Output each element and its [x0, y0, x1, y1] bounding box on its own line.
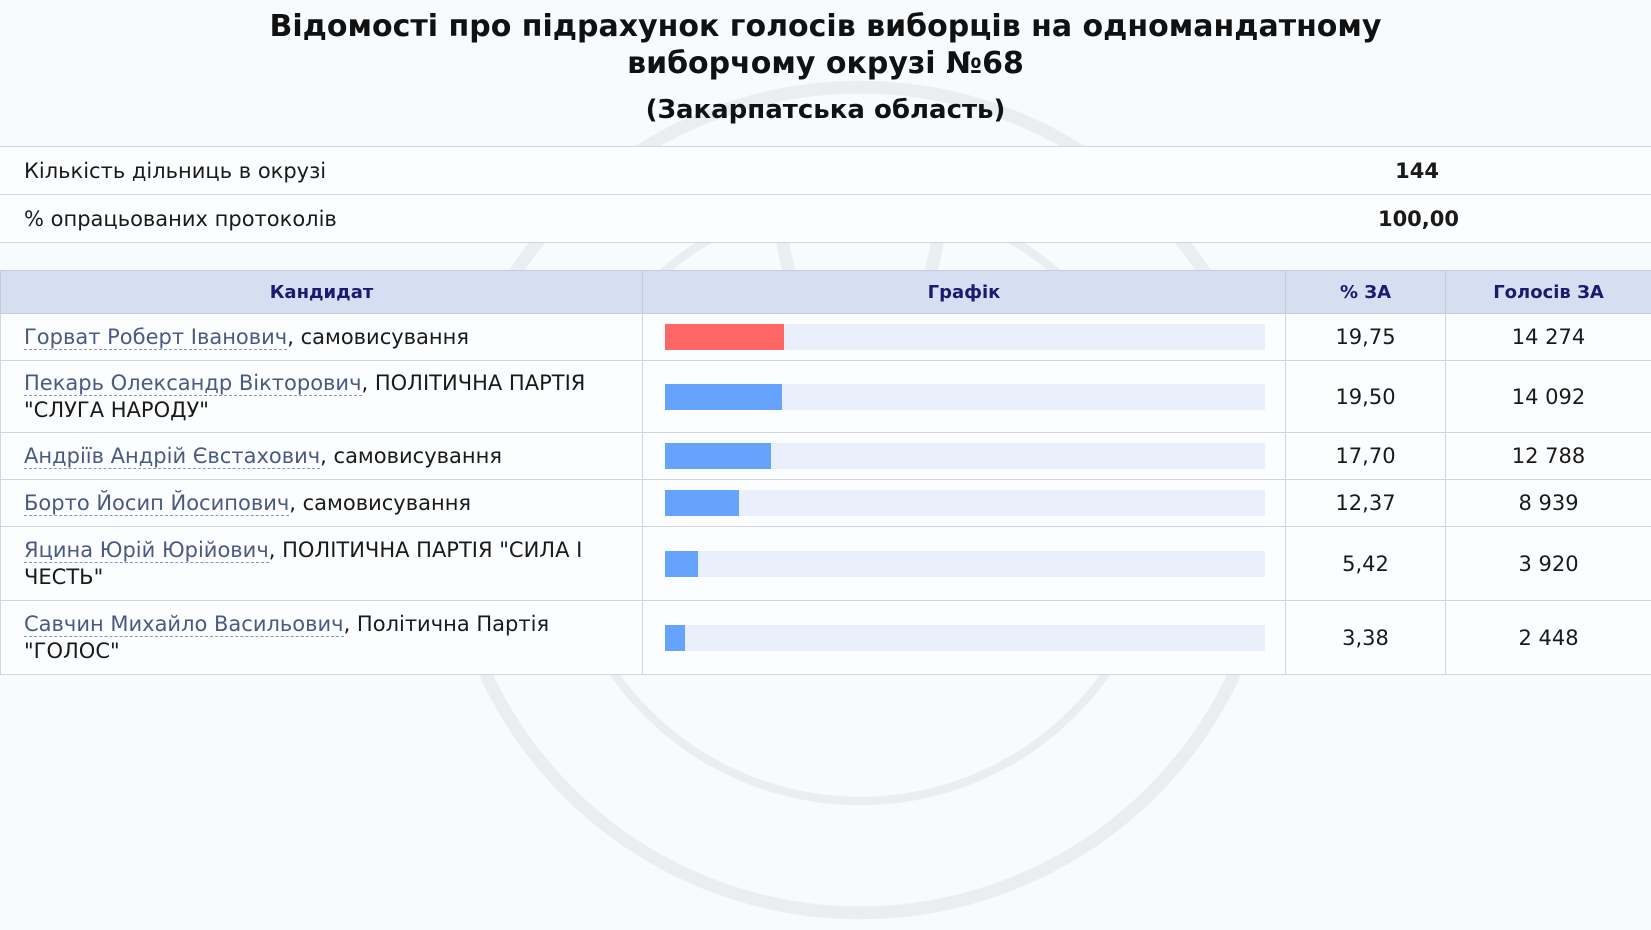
results-header-row: Кандидат Графік % ЗА Голосів ЗА	[1, 271, 1651, 314]
candidate-cell: Савчин Михайло Васильович, Політична Пар…	[1, 601, 643, 675]
bar-track	[665, 384, 1265, 410]
vote-share-bar	[665, 625, 685, 651]
stations-value: 144	[912, 147, 1651, 195]
bar-track	[665, 625, 1265, 651]
candidate-cell: Борто Йосип Йосипович, самовисування	[1, 480, 643, 527]
bar-track	[665, 443, 1265, 469]
vote-share-bar	[665, 324, 784, 350]
header-votes: Голосів ЗА	[1446, 271, 1651, 314]
votes-cell: 3 920	[1446, 527, 1651, 601]
bar-track	[665, 490, 1265, 516]
vote-share-bar	[665, 384, 782, 410]
page-title: Відомості про підрахунок голосів виборці…	[0, 0, 1651, 82]
percent-cell: 19,75	[1286, 314, 1446, 361]
candidate-cell: Горват Роберт Іванович, самовисування	[1, 314, 643, 361]
vote-share-bar	[665, 443, 771, 469]
region-subtitle: (Закарпатська область)	[0, 94, 1651, 126]
table-row: Андріїв Андрій Євстахович, самовисування…	[1, 433, 1651, 480]
vote-share-bar	[665, 490, 739, 516]
page-title-line-1: Відомості про підрахунок голосів виборці…	[0, 8, 1651, 45]
processed-label: % опрацьованих протоколів	[0, 195, 912, 243]
percent-cell: 3,38	[1286, 601, 1446, 675]
percent-cell: 17,70	[1286, 433, 1446, 480]
results-table: Кандидат Графік % ЗА Голосів ЗА Горват Р…	[0, 270, 1651, 675]
header-chart: Графік	[643, 271, 1286, 314]
candidate-link[interactable]: Горват Роберт Іванович	[24, 325, 287, 350]
percent-cell: 19,50	[1286, 361, 1446, 433]
table-row: Пекарь Олександр Вікторович, ПОЛІТИЧНА П…	[1, 361, 1651, 433]
chart-cell	[643, 480, 1286, 527]
percent-cell: 12,37	[1286, 480, 1446, 527]
candidate-link[interactable]: Андріїв Андрій Євстахович	[24, 444, 320, 469]
chart-cell	[643, 433, 1286, 480]
table-row: Борто Йосип Йосипович, самовисування 12,…	[1, 480, 1651, 527]
candidate-link[interactable]: Яцина Юрій Юрійович	[24, 538, 269, 563]
chart-cell	[643, 601, 1286, 675]
candidate-link[interactable]: Савчин Михайло Васильович	[24, 612, 344, 637]
table-row: Яцина Юрій Юрійович, ПОЛІТИЧНА ПАРТІЯ "С…	[1, 527, 1651, 601]
candidate-affiliation: , самовисування	[287, 325, 469, 349]
votes-cell: 14 274	[1446, 314, 1651, 361]
candidate-affiliation: , самовисування	[320, 444, 502, 468]
candidate-cell: Андріїв Андрій Євстахович, самовисування	[1, 433, 643, 480]
percent-cell: 5,42	[1286, 527, 1446, 601]
page-title-line-2: виборчому окрузі №68	[0, 45, 1651, 82]
votes-cell: 2 448	[1446, 601, 1651, 675]
bar-track	[665, 551, 1265, 577]
candidate-cell: Яцина Юрій Юрійович, ПОЛІТИЧНА ПАРТІЯ "С…	[1, 527, 643, 601]
header-percent: % ЗА	[1286, 271, 1446, 314]
votes-cell: 12 788	[1446, 433, 1651, 480]
votes-cell: 8 939	[1446, 480, 1651, 527]
summary-row-stations: Кількість дільниць в окрузі 144	[0, 147, 1651, 195]
summary-row-processed: % опрацьованих протоколів 100,00	[0, 195, 1651, 243]
bar-track	[665, 324, 1265, 350]
processed-value: 100,00	[912, 195, 1651, 243]
table-row: Савчин Михайло Васильович, Політична Пар…	[1, 601, 1651, 675]
table-row: Горват Роберт Іванович, самовисування 19…	[1, 314, 1651, 361]
candidate-link[interactable]: Пекарь Олександр Вікторович	[24, 371, 362, 396]
header-candidate: Кандидат	[1, 271, 643, 314]
candidate-link[interactable]: Борто Йосип Йосипович	[24, 491, 289, 516]
chart-cell	[643, 314, 1286, 361]
candidate-affiliation: , самовисування	[289, 491, 471, 515]
candidate-cell: Пекарь Олександр Вікторович, ПОЛІТИЧНА П…	[1, 361, 643, 433]
chart-cell	[643, 527, 1286, 601]
district-summary-table: Кількість дільниць в окрузі 144 % опраць…	[0, 146, 1651, 243]
chart-cell	[643, 361, 1286, 433]
stations-label: Кількість дільниць в окрузі	[0, 147, 912, 195]
votes-cell: 14 092	[1446, 361, 1651, 433]
vote-share-bar	[665, 551, 698, 577]
